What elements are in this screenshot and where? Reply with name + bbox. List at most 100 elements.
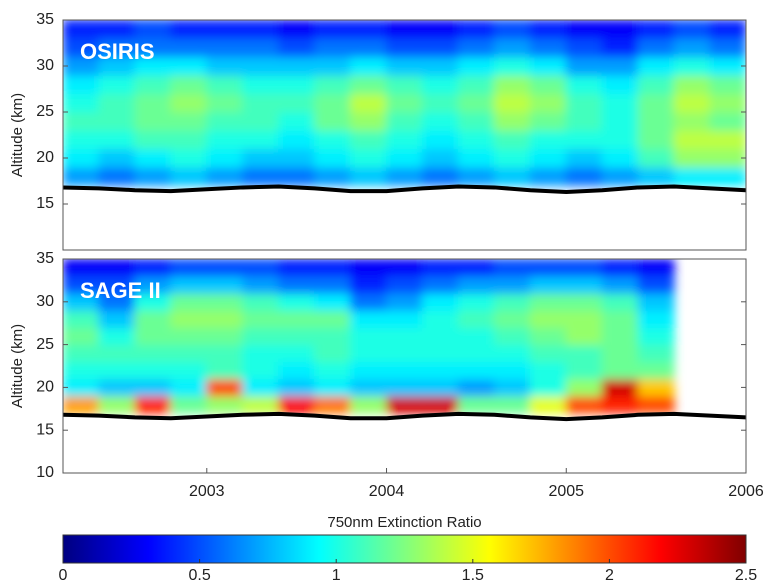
- x-tick-label: 2006: [728, 483, 764, 500]
- heatmap-cell: [529, 309, 567, 328]
- colorbar-label: 750nm Extinction Ratio: [327, 514, 481, 531]
- heatmap-cell: [278, 309, 316, 328]
- heatmap-cell: [709, 93, 746, 113]
- heatmap-cell: [386, 129, 423, 150]
- heatmap-cell: [206, 56, 244, 76]
- heatmap-cell: [134, 56, 172, 76]
- y-tick-label: 10: [36, 464, 54, 481]
- heatmap-cell: [457, 111, 495, 131]
- heatmap-cell: [242, 20, 280, 39]
- heatmap-cell: [601, 292, 639, 311]
- plot-area: [63, 20, 746, 250]
- heatmap-cell: [601, 148, 639, 168]
- heatmap: [63, 20, 746, 187]
- heatmap-cell: [457, 56, 495, 76]
- heatmap-cell: [242, 326, 280, 346]
- heatmap-cell: [529, 259, 567, 277]
- heatmap-cell: [278, 378, 316, 397]
- heatmap-cell: [63, 344, 100, 363]
- heatmap: [63, 259, 675, 414]
- heatmap-cell: [673, 129, 711, 150]
- heatmap-cell: [421, 378, 459, 397]
- heatmap-cell: [350, 344, 388, 363]
- heatmap-cell: [457, 74, 495, 95]
- heatmap-cell: [457, 259, 495, 277]
- heatmap-cell: [134, 309, 172, 328]
- heatmap-cell: [206, 259, 244, 277]
- y-tick-label: 20: [36, 379, 54, 396]
- heatmap-cell: [206, 74, 244, 95]
- y-tick-label: 20: [36, 149, 54, 166]
- heatmap-cell: [314, 148, 352, 168]
- heatmap-cell: [278, 361, 316, 380]
- heatmap-cell: [421, 148, 459, 168]
- heatmap-cell: [493, 148, 531, 168]
- heatmap-cell: [350, 395, 388, 414]
- heatmap-cell: [206, 395, 244, 414]
- heatmap-cell: [170, 275, 208, 294]
- heatmap-cell: [565, 93, 603, 113]
- heatmap-cell: [350, 56, 388, 76]
- heatmap-cell: [493, 378, 531, 397]
- heatmap-cell: [134, 166, 172, 187]
- y-tick-label: 35: [36, 250, 54, 267]
- heatmap-cell: [493, 275, 531, 294]
- heatmap-cell: [421, 111, 459, 131]
- heatmap-cell: [63, 37, 100, 58]
- heatmap-cell: [314, 344, 352, 363]
- heatmap-cell: [493, 395, 531, 414]
- heatmap-cell: [314, 37, 352, 58]
- heatmap-cell: [134, 74, 172, 95]
- heatmap-cell: [637, 93, 675, 113]
- heatmap-cell: [63, 20, 100, 39]
- heatmap-cell: [601, 326, 639, 346]
- heatmap-cell: [565, 259, 603, 277]
- heatmap-cell: [457, 166, 495, 187]
- heatmap-cell: [673, 148, 711, 168]
- heatmap-cell: [242, 166, 280, 187]
- heatmap-cell: [98, 309, 136, 328]
- heatmap-cell: [170, 292, 208, 311]
- heatmap-cell: [350, 74, 388, 95]
- heatmap-cell: [98, 259, 136, 277]
- heatmap-cell: [63, 93, 100, 113]
- heatmap-cell: [98, 361, 136, 380]
- heatmap-cell: [134, 344, 172, 363]
- heatmap-cell: [206, 326, 244, 346]
- below-tropopause: [63, 186, 746, 250]
- heatmap-cell: [206, 148, 244, 168]
- heatmap-cell: [278, 275, 316, 294]
- heatmap-cell: [493, 166, 531, 187]
- heatmap-cell: [314, 361, 352, 380]
- heatmap-cell: [314, 395, 352, 414]
- heatmap-cell: [314, 111, 352, 131]
- x-tick-label: 2005: [548, 483, 584, 500]
- heatmap-cell: [386, 74, 423, 95]
- heatmap-cell: [386, 93, 423, 113]
- heatmap-cell: [601, 20, 639, 39]
- heatmap-cell: [63, 129, 100, 150]
- heatmap-cell: [98, 395, 136, 414]
- heatmap-cell: [421, 93, 459, 113]
- heatmap-cell: [242, 395, 280, 414]
- heatmap-cell: [206, 378, 244, 397]
- heatmap-cell: [637, 326, 675, 346]
- heatmap-cell: [386, 37, 423, 58]
- heatmap-cell: [134, 37, 172, 58]
- heatmap-cell: [493, 309, 531, 328]
- heatmap-cell: [350, 37, 388, 58]
- heatmap-cell: [457, 93, 495, 113]
- heatmap-cell: [170, 395, 208, 414]
- heatmap-cell: [529, 166, 567, 187]
- heatmap-cell: [601, 378, 639, 397]
- heatmap-cell: [314, 378, 352, 397]
- x-tick-label: 2004: [369, 483, 405, 500]
- heatmap-cell: [493, 259, 531, 277]
- heatmap-cell: [134, 395, 172, 414]
- heatmap-cell: [170, 378, 208, 397]
- heatmap-cell: [421, 309, 459, 328]
- heatmap-cell: [98, 292, 136, 311]
- heatmap-cell: [314, 129, 352, 150]
- heatmap-cell: [314, 292, 352, 311]
- heatmap-cell: [350, 259, 388, 277]
